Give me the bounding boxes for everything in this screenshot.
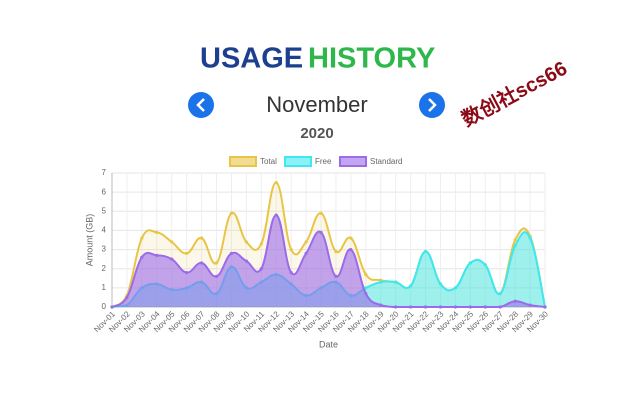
point: [319, 211, 323, 215]
area: [112, 215, 545, 307]
point: [438, 282, 443, 286]
y-tick-label: 2: [102, 264, 107, 273]
point: [528, 236, 532, 240]
title-second: HISTORY: [308, 43, 435, 75]
legend-label: Total: [260, 157, 277, 166]
y-tick-label: 6: [102, 187, 107, 196]
point: [364, 286, 368, 290]
point: [394, 280, 398, 284]
point: [453, 305, 458, 309]
point: [513, 238, 517, 242]
point: [185, 270, 189, 275]
point: [483, 305, 487, 309]
prev-circle[interactable]: [188, 92, 214, 118]
point: [468, 261, 472, 265]
point: [334, 274, 338, 278]
prev-chevron: [196, 98, 205, 112]
point: [170, 257, 174, 261]
x-axis-label: Date: [319, 339, 338, 349]
area: [112, 232, 545, 307]
legend-label: Standard: [370, 157, 402, 166]
point: [229, 251, 234, 255]
point: [110, 305, 114, 309]
point: [349, 236, 353, 240]
point: [379, 280, 383, 284]
y-tick-label: 0: [102, 302, 107, 311]
point: [289, 270, 293, 275]
point: [199, 236, 204, 240]
year: 2020: [300, 125, 333, 142]
point: [528, 303, 532, 307]
legend-label: Free: [315, 157, 332, 166]
point: [229, 211, 234, 215]
point: [214, 274, 219, 278]
point: [364, 292, 368, 296]
point: [125, 295, 129, 300]
point: [289, 247, 293, 252]
next-button[interactable]: [419, 92, 445, 118]
point: [453, 286, 458, 290]
point: [259, 267, 263, 271]
y-tick-label: 3: [102, 245, 107, 254]
y-tick-label: 1: [102, 283, 107, 292]
point: [379, 303, 383, 307]
next-chevron: [428, 98, 437, 112]
point: [394, 305, 398, 309]
point: [409, 284, 413, 288]
point: [155, 253, 159, 257]
point: [543, 305, 547, 309]
point: [259, 242, 263, 246]
point: [513, 299, 517, 303]
point: [334, 249, 338, 254]
y-axis-label: Amount (GB): [84, 214, 94, 267]
point: [304, 251, 308, 255]
month: November: [266, 92, 367, 117]
point: [319, 230, 323, 234]
point: [185, 251, 189, 255]
point: [244, 259, 248, 263]
point: [274, 213, 278, 217]
point: [214, 261, 219, 265]
y-tick-label: 7: [102, 168, 107, 177]
legend-swatch: [229, 156, 257, 167]
point: [498, 305, 502, 309]
point: [140, 255, 144, 259]
point: [304, 240, 308, 244]
point: [438, 305, 443, 309]
point: [364, 272, 368, 277]
point: [498, 292, 502, 296]
point: [170, 240, 174, 244]
watermark: 数创社scs66: [458, 56, 571, 131]
point: [199, 261, 204, 265]
point: [274, 180, 278, 185]
title-first: USAGE: [200, 43, 303, 75]
point: [140, 236, 144, 240]
point: [409, 305, 413, 309]
y-tick-label: 4: [102, 226, 107, 235]
legend-swatch: [339, 156, 367, 167]
point: [513, 244, 517, 248]
prev-button[interactable]: [188, 92, 214, 118]
point: [349, 247, 353, 252]
point: [483, 263, 487, 267]
point: [155, 230, 159, 234]
point: [468, 305, 472, 309]
point: [423, 249, 428, 254]
y-tick-label: 5: [102, 206, 107, 215]
next-circle[interactable]: [419, 92, 445, 118]
point: [423, 305, 428, 309]
point: [244, 240, 248, 244]
legend-swatch: [284, 156, 312, 167]
